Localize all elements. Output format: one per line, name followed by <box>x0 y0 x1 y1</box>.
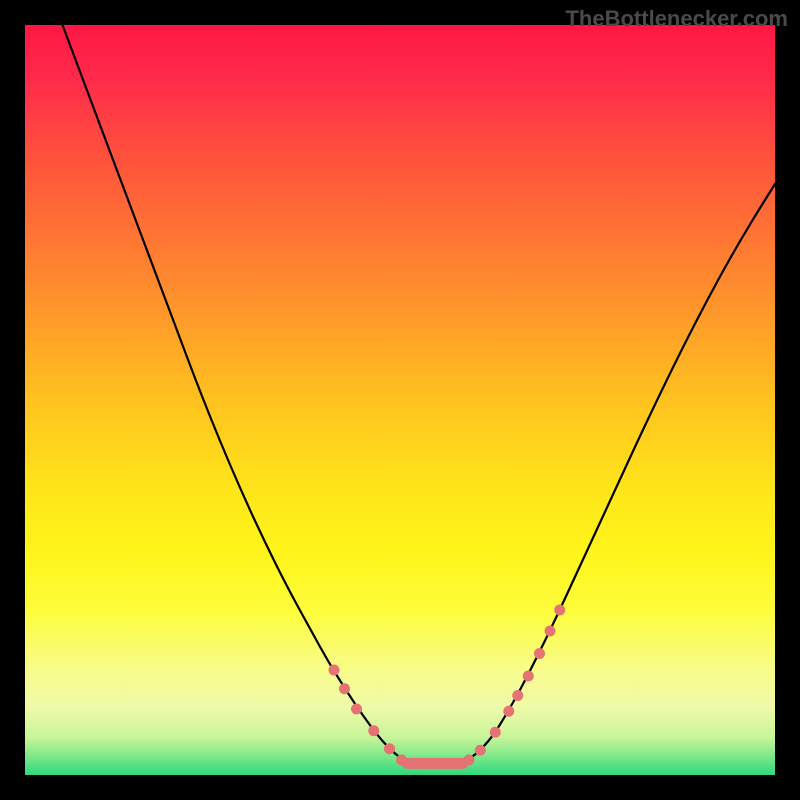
source-watermark: TheBottlenecker.com <box>565 6 788 32</box>
plot-area <box>25 25 775 775</box>
curve-layer <box>25 25 775 775</box>
